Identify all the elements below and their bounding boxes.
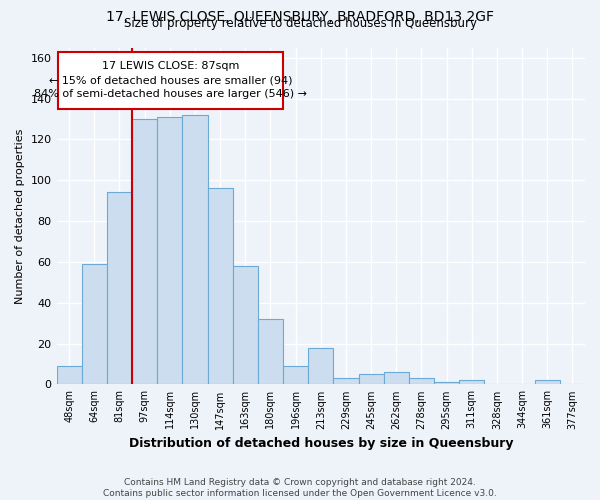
Text: Size of property relative to detached houses in Queensbury: Size of property relative to detached ho… — [124, 18, 476, 30]
Bar — [459, 380, 484, 384]
X-axis label: Distribution of detached houses by size in Queensbury: Distribution of detached houses by size … — [128, 437, 513, 450]
Bar — [258, 319, 283, 384]
Bar — [132, 119, 157, 384]
Bar — [409, 378, 434, 384]
Bar — [82, 264, 107, 384]
Bar — [308, 348, 334, 385]
Bar — [359, 374, 383, 384]
Bar — [56, 366, 82, 384]
Bar — [334, 378, 359, 384]
Bar — [283, 366, 308, 384]
Text: Contains HM Land Registry data © Crown copyright and database right 2024.
Contai: Contains HM Land Registry data © Crown c… — [103, 478, 497, 498]
Y-axis label: Number of detached properties: Number of detached properties — [15, 128, 25, 304]
Bar — [208, 188, 233, 384]
Bar — [107, 192, 132, 384]
Bar — [157, 117, 182, 384]
Bar — [434, 382, 459, 384]
Bar — [182, 115, 208, 384]
Bar — [383, 372, 409, 384]
Text: 17 LEWIS CLOSE: 87sqm
← 15% of detached houses are smaller (94)
84% of semi-deta: 17 LEWIS CLOSE: 87sqm ← 15% of detached … — [34, 61, 307, 99]
Bar — [233, 266, 258, 384]
FancyBboxPatch shape — [58, 52, 283, 109]
Bar — [535, 380, 560, 384]
Text: 17, LEWIS CLOSE, QUEENSBURY, BRADFORD, BD13 2GF: 17, LEWIS CLOSE, QUEENSBURY, BRADFORD, B… — [106, 10, 494, 24]
